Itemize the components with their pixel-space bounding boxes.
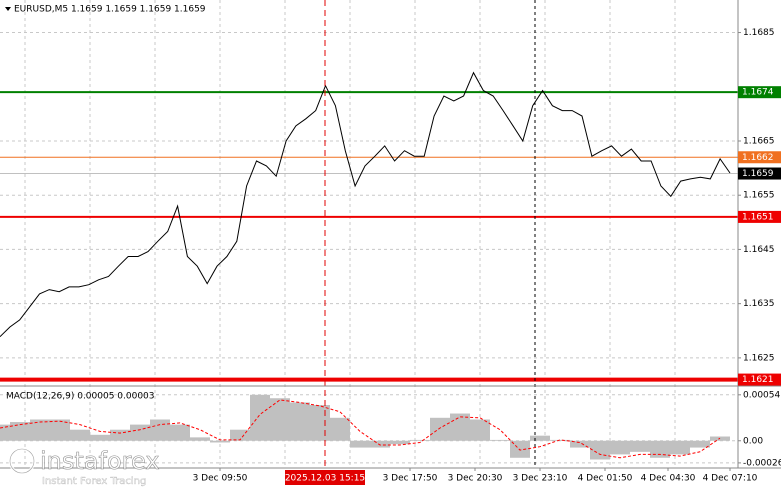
level-label: 1.1621 bbox=[742, 375, 774, 385]
histogram-bar bbox=[570, 440, 590, 448]
x-tick-label: 3 Dec 17:50 bbox=[383, 474, 438, 484]
crosshair-time: 2025.12.03 15:15 bbox=[285, 474, 365, 484]
level-label-box bbox=[738, 210, 781, 223]
histogram-bar bbox=[590, 440, 610, 460]
y-tick-label: 1.1685 bbox=[743, 28, 775, 38]
level-label-box bbox=[738, 86, 781, 99]
x-tick-label: 4 Dec 01:50 bbox=[578, 474, 633, 484]
histogram-bar bbox=[270, 398, 290, 441]
histogram-bar bbox=[350, 440, 370, 448]
histogram-bar bbox=[410, 439, 430, 441]
histogram-bar bbox=[510, 440, 530, 458]
watermark-brand: instaforex bbox=[40, 447, 160, 475]
signal-line bbox=[0, 399, 721, 459]
histogram-bar bbox=[250, 394, 270, 441]
x-tick-label: 3 Dec 20:30 bbox=[448, 474, 503, 484]
histogram-bar bbox=[490, 439, 510, 441]
histogram-bar bbox=[130, 424, 150, 441]
histogram-bar bbox=[230, 429, 250, 441]
histogram-bar bbox=[310, 405, 330, 441]
histogram-bar bbox=[0, 424, 10, 441]
histogram-bar bbox=[370, 440, 390, 448]
level-label-box bbox=[738, 373, 781, 386]
level-label: 1.1651 bbox=[742, 212, 774, 222]
y-tick-label: 1.1645 bbox=[743, 245, 775, 255]
histogram-bar bbox=[10, 422, 30, 441]
histogram-bar bbox=[50, 419, 70, 441]
chart-title: EURUSD,M5 1.1659 1.1659 1.1659 1.1659 bbox=[14, 5, 206, 15]
menu-arrow bbox=[5, 7, 11, 11]
histogram-bar bbox=[30, 419, 50, 441]
current-price-label: 1.1659 bbox=[742, 169, 774, 179]
histogram-bar bbox=[530, 435, 550, 441]
y-tick-label: 1.1635 bbox=[743, 299, 775, 309]
labels-layer: 1.1625 1.1635 1.1645 1.1655 1.1665 1.1685 1.16… bbox=[193, 28, 781, 484]
histogram-bar bbox=[390, 440, 410, 445]
y-tick-label: -0.00026 bbox=[743, 458, 781, 468]
histogram-bar bbox=[110, 429, 130, 441]
histogram-bar bbox=[470, 419, 490, 441]
histogram-bar bbox=[650, 440, 670, 458]
level-label-box bbox=[738, 151, 781, 164]
watermark-logo-edge bbox=[9, 448, 35, 474]
crosshair-time-box bbox=[285, 470, 365, 485]
y-tick-label: 1.1665 bbox=[743, 136, 775, 146]
histogram-bar bbox=[630, 440, 650, 452]
y-tick-label: 1.1655 bbox=[743, 191, 775, 201]
histogram-bar bbox=[450, 413, 470, 441]
level-label: 1.1674 bbox=[742, 88, 774, 98]
y-tick-label: 0.00 bbox=[743, 436, 763, 446]
x-tick-label: 3 Dec 09:50 bbox=[193, 474, 248, 484]
x-tick-label: 4 Dec 04:30 bbox=[641, 474, 696, 484]
level-label: 1.1662 bbox=[742, 153, 774, 163]
histogram-bar bbox=[430, 417, 450, 441]
current-price-box bbox=[738, 167, 781, 180]
histogram-bar bbox=[170, 424, 190, 441]
histogram-bar bbox=[330, 417, 350, 441]
histogram-bar bbox=[670, 440, 690, 455]
grid-layer bbox=[0, 0, 738, 468]
watermark: instaforex Instant Forex Tracing bbox=[8, 447, 160, 487]
histogram-bar bbox=[610, 440, 630, 455]
x-tick-label: 3 Dec 23:10 bbox=[513, 474, 568, 484]
y-tick-label: 0.00054 bbox=[743, 390, 780, 400]
price-line bbox=[0, 71, 731, 338]
indicator-title: MACD(12,26,9) 0.00005 0.00003 bbox=[6, 392, 155, 402]
histogram-bar bbox=[210, 440, 230, 443]
histogram-bar bbox=[70, 429, 90, 441]
histogram-bar bbox=[290, 402, 310, 441]
histogram-bar bbox=[150, 419, 170, 441]
y-tick-label: 1.1625 bbox=[743, 353, 775, 363]
histogram-bar bbox=[690, 440, 710, 448]
histogram-bar bbox=[90, 434, 110, 441]
x-tick-label: 4 Dec 07:10 bbox=[703, 474, 758, 484]
histogram-bar bbox=[190, 437, 210, 441]
watermark-tagline: Instant Forex Tracing bbox=[42, 476, 146, 487]
